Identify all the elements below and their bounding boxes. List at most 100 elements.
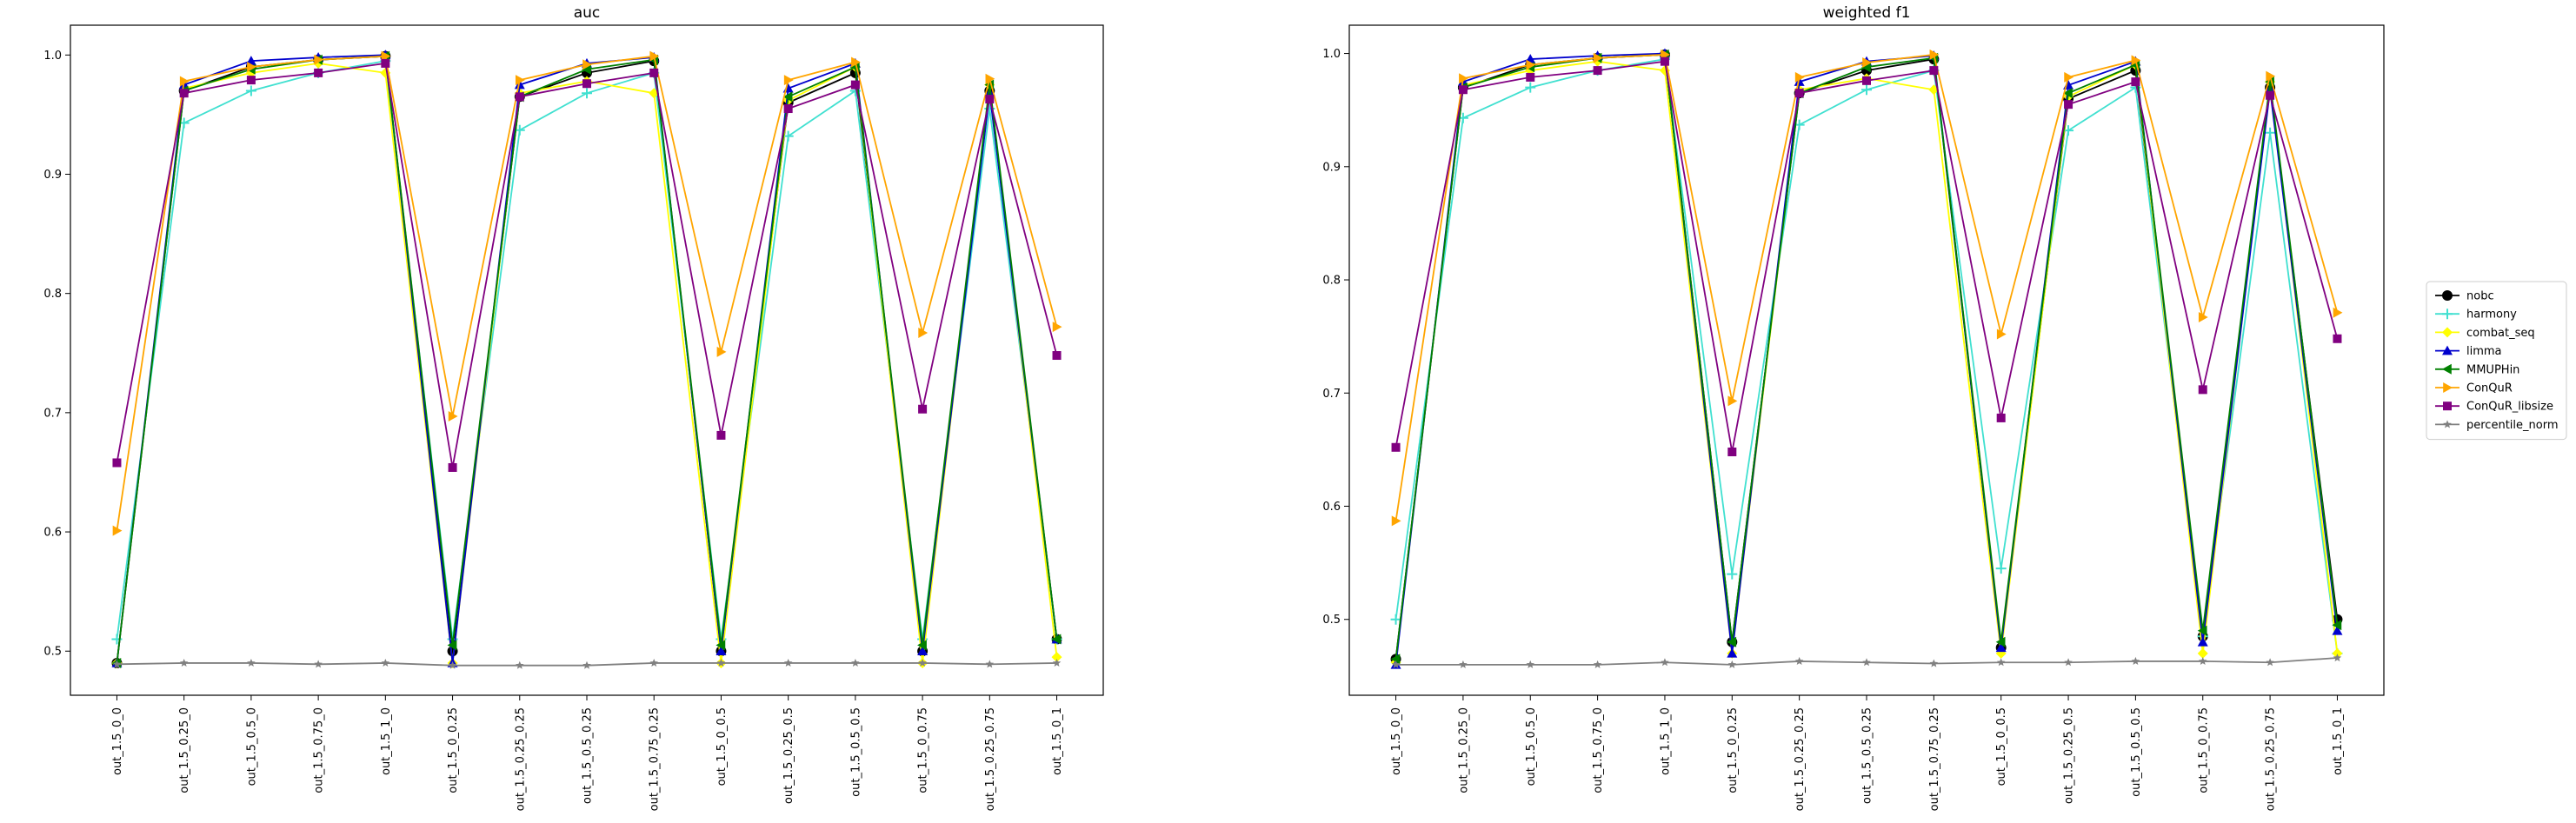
data-point-percentile-norm: [649, 658, 658, 667]
y-tick-label: 0.8: [43, 288, 62, 301]
data-point-percentile-norm: [1727, 660, 1737, 668]
data-point-harmony: [2265, 127, 2276, 138]
legend-marker: [2443, 420, 2452, 428]
data-point-limma: [716, 646, 727, 656]
data-point-conqur-libsize: [515, 92, 524, 102]
data-point-harmony: [1525, 82, 1536, 93]
data-point-conqur-libsize: [381, 58, 390, 68]
data-point-limma: [2197, 636, 2208, 647]
data-point-mmuphin: [782, 91, 793, 103]
data-point-conqur: [1996, 329, 2007, 340]
data-point-limma: [1794, 76, 1805, 86]
data-point-conqur-libsize: [314, 68, 323, 77]
data-point-conqur: [783, 75, 794, 86]
y-tick-label: 0.5: [1322, 614, 1341, 627]
legend-marker: [2442, 345, 2453, 355]
y-tick-label: 1.0: [43, 50, 62, 63]
y-tick-label: 0.9: [43, 169, 62, 182]
legend-marker: [2442, 363, 2452, 375]
series-nobc: [111, 50, 1062, 668]
series-line-combat-seq: [116, 62, 1058, 664]
legend-entry-combat-seq: combat_seq: [2435, 327, 2535, 340]
data-point-conqur: [851, 56, 861, 68]
legend-entry-percentile-norm: percentile_norm: [2435, 419, 2559, 432]
data-point-conqur-libsize: [1526, 72, 1535, 82]
x-tick-label: out_1.5_0.5_0.5: [2130, 707, 2143, 797]
data-point-harmony: [1861, 84, 1872, 96]
series-percentile-norm: [112, 658, 1062, 669]
x-tick-label: out_1.5_0.75_0: [1592, 707, 1605, 793]
legend-entry-conqur-libsize: ConQuR_libsize: [2435, 401, 2553, 414]
x-tick-label: out_1.5_0_0.75: [917, 707, 930, 793]
data-point-conqur: [381, 50, 391, 62]
data-point-percentile-norm: [381, 658, 390, 667]
x-tick-label: out_1.5_0_0.25: [1727, 707, 1740, 793]
data-point-conqur: [985, 73, 995, 84]
legend-label: MMUPHin: [2466, 363, 2519, 376]
data-point-limma: [1727, 647, 1738, 658]
data-point-percentile-norm: [1459, 660, 1468, 668]
x-tick-label: out_1.5_0_0.5: [716, 707, 729, 786]
data-point-conqur: [1727, 395, 1738, 407]
data-point-conqur: [1794, 71, 1805, 83]
series-nobc: [1390, 49, 2343, 665]
data-point-conqur: [649, 50, 660, 62]
data-point-combat-seq: [2332, 647, 2343, 659]
series-conqur: [112, 50, 1062, 536]
data-point-mmuphin: [2197, 625, 2207, 636]
data-point-percentile-norm: [851, 658, 860, 667]
legend-entry-limma: limma: [2435, 345, 2502, 358]
data-point-conqur-libsize: [1727, 447, 1737, 456]
data-point-conqur: [179, 76, 190, 87]
data-point-conqur-libsize: [1052, 351, 1062, 361]
data-point-conqur-libsize: [1458, 85, 1468, 95]
data-point-conqur-libsize: [1391, 442, 1401, 452]
x-tick-label: out_1.5_0.5_0.25: [1861, 707, 1874, 804]
data-point-limma: [2332, 625, 2343, 635]
data-point-conqur-libsize: [2064, 100, 2073, 110]
data-point-percentile-norm: [2131, 656, 2140, 665]
x-tick-label: out_1.5_0.5_0.25: [582, 707, 595, 804]
x-tick-label: out_1.5_0.75_0.25: [1928, 707, 1941, 811]
data-point-conqur-libsize: [1862, 76, 1871, 85]
series-conqur-libsize: [112, 58, 1062, 472]
x-tick-label: out_1.5_0_0.25: [447, 707, 460, 793]
data-point-combat-seq: [1051, 652, 1062, 663]
data-point-percentile-norm: [247, 658, 256, 667]
series-percentile-norm: [1391, 654, 2342, 668]
legend-box: [2426, 281, 2567, 441]
data-point-percentile-norm: [1526, 660, 1535, 668]
series-line-nobc: [116, 55, 1058, 664]
data-point-conqur: [918, 327, 929, 338]
legend-entry-harmony: harmony: [2435, 309, 2517, 322]
data-point-conqur: [1052, 322, 1062, 333]
data-point-percentile-norm: [716, 658, 726, 667]
legend-marker: [2443, 402, 2452, 411]
data-point-mmuphin: [1995, 636, 2006, 647]
data-point-conqur-libsize: [716, 430, 726, 440]
legend-marker: [2443, 382, 2453, 393]
series-line-harmony: [116, 60, 1058, 640]
data-point-harmony: [1727, 568, 1738, 580]
data-point-percentile-norm: [516, 660, 524, 669]
data-point-conqur-libsize: [448, 462, 457, 472]
x-tick-label: out_1.5_0.75_0.25: [649, 707, 662, 811]
data-point-conqur: [2198, 312, 2208, 323]
data-point-harmony: [245, 85, 256, 96]
series-limma: [111, 50, 1062, 667]
data-point-conqur-libsize: [1929, 66, 1939, 76]
data-point-conqur-libsize: [985, 95, 995, 104]
data-point-conqur-libsize: [850, 80, 860, 90]
series-line-mmuphin: [116, 55, 1058, 664]
y-tick-label: 1.0: [1322, 48, 1341, 61]
x-tick-label: out_1.5_0.25_0.75: [984, 707, 997, 811]
data-point-percentile-norm: [1929, 659, 1939, 667]
legend-marker: [2442, 327, 2453, 338]
series-harmony: [1390, 54, 2343, 659]
legend-marker: [2442, 309, 2453, 320]
data-point-mmuphin: [2332, 620, 2342, 631]
data-point-conqur: [2266, 70, 2276, 82]
x-tick-label: out_1.5_0_0: [111, 707, 124, 775]
data-point-percentile-norm: [1794, 656, 1804, 665]
